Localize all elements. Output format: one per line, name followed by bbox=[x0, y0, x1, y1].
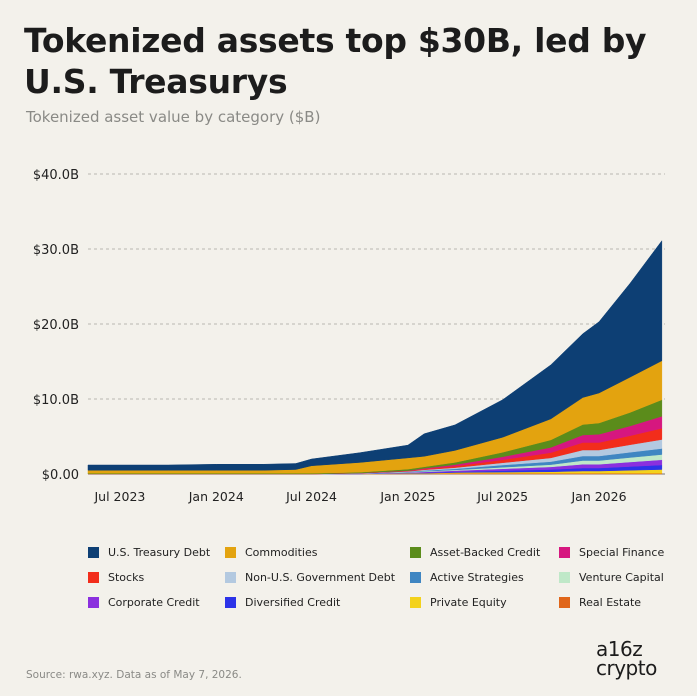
legend-label: Diversified Credit bbox=[245, 596, 341, 609]
legend-label: Stocks bbox=[108, 571, 145, 584]
legend-label: Venture Capital bbox=[579, 571, 664, 584]
legend-swatch bbox=[559, 597, 570, 608]
legend-label: Asset-Backed Credit bbox=[430, 546, 541, 559]
legend-item: Special Finance bbox=[559, 546, 688, 559]
a16z-crypto-logo: a16z crypto bbox=[596, 637, 674, 680]
legend-item: Commodities bbox=[225, 546, 410, 559]
stacked-area-chart: $0.00 $10.0B $20.0B $30.0B $40.0B Jul 2023 Ja… bbox=[33, 168, 665, 504]
legend-label: Real Estate bbox=[579, 596, 642, 609]
x-tick-label: Jul 2024 bbox=[285, 489, 337, 504]
legend-swatch bbox=[88, 547, 99, 558]
y-tick-label: $40.0B bbox=[33, 168, 79, 183]
legend-item: Corporate Credit bbox=[88, 596, 225, 609]
x-tick-label: Jul 2025 bbox=[476, 489, 528, 504]
legend-swatch bbox=[410, 572, 421, 583]
x-tick-label: Jan 2025 bbox=[379, 489, 435, 504]
area-series bbox=[87, 239, 663, 475]
legend-label: Private Equity bbox=[430, 596, 507, 609]
x-tick-label: Jan 2026 bbox=[570, 489, 626, 504]
legend-item: Active Strategies bbox=[410, 571, 559, 584]
legend-swatch bbox=[225, 597, 236, 608]
y-tick-label: $10.0B bbox=[33, 393, 79, 408]
legend-item: Asset-Backed Credit bbox=[410, 546, 559, 559]
legend-item: Private Equity bbox=[410, 596, 559, 609]
area-u-s-treasury-debt bbox=[87, 239, 663, 471]
legend-label: Corporate Credit bbox=[108, 596, 200, 609]
legend-swatch bbox=[225, 547, 236, 558]
legend-swatch bbox=[559, 572, 570, 583]
legend-label: Non-U.S. Government Debt bbox=[245, 571, 396, 584]
legend-label: U.S. Treasury Debt bbox=[108, 546, 211, 559]
legend-swatch bbox=[88, 597, 99, 608]
legend-item: Venture Capital bbox=[559, 571, 688, 584]
legend-item: Non-U.S. Government Debt bbox=[225, 571, 410, 584]
legend-swatch bbox=[410, 547, 421, 558]
y-tick-label: $30.0B bbox=[33, 243, 79, 258]
chart-legend: U.S. Treasury Debt Commodities Asset-Backe… bbox=[88, 546, 688, 609]
x-tick-label: Jan 2024 bbox=[188, 489, 244, 504]
legend-item: Real Estate bbox=[559, 596, 688, 609]
legend-swatch bbox=[559, 547, 570, 558]
x-axis-ticks: Jul 2023 Jan 2024 Jul 2024 Jan 2025 Jul 2025… bbox=[94, 489, 627, 504]
y-tick-label: $0.00 bbox=[42, 468, 79, 483]
legend-swatch bbox=[225, 572, 236, 583]
legend-item: Diversified Credit bbox=[225, 596, 410, 609]
y-tick-label: $20.0B bbox=[33, 318, 79, 333]
x-tick-label: Jul 2023 bbox=[94, 489, 146, 504]
chart-title: Tokenized assets top $30B, led by U.S. T… bbox=[24, 21, 647, 101]
legend-item: U.S. Treasury Debt bbox=[88, 546, 225, 559]
legend-swatch bbox=[88, 572, 99, 583]
legend-label: Special Finance bbox=[579, 546, 665, 559]
y-axis-ticks: $0.00 $10.0B $20.0B $30.0B $40.0B bbox=[33, 168, 79, 483]
legend-item: Stocks bbox=[88, 571, 225, 584]
legend-label: Commodities bbox=[245, 546, 318, 559]
source-note: Source: rwa.xyz. Data as of May 7, 2026. bbox=[26, 669, 242, 681]
legend-swatch bbox=[410, 597, 421, 608]
logo-line-2: crypto bbox=[596, 656, 657, 680]
legend-label: Active Strategies bbox=[430, 571, 524, 584]
chart-subtitle: Tokenized asset value by category ($B) bbox=[26, 108, 321, 126]
logo-line-1: a16z bbox=[596, 637, 643, 661]
